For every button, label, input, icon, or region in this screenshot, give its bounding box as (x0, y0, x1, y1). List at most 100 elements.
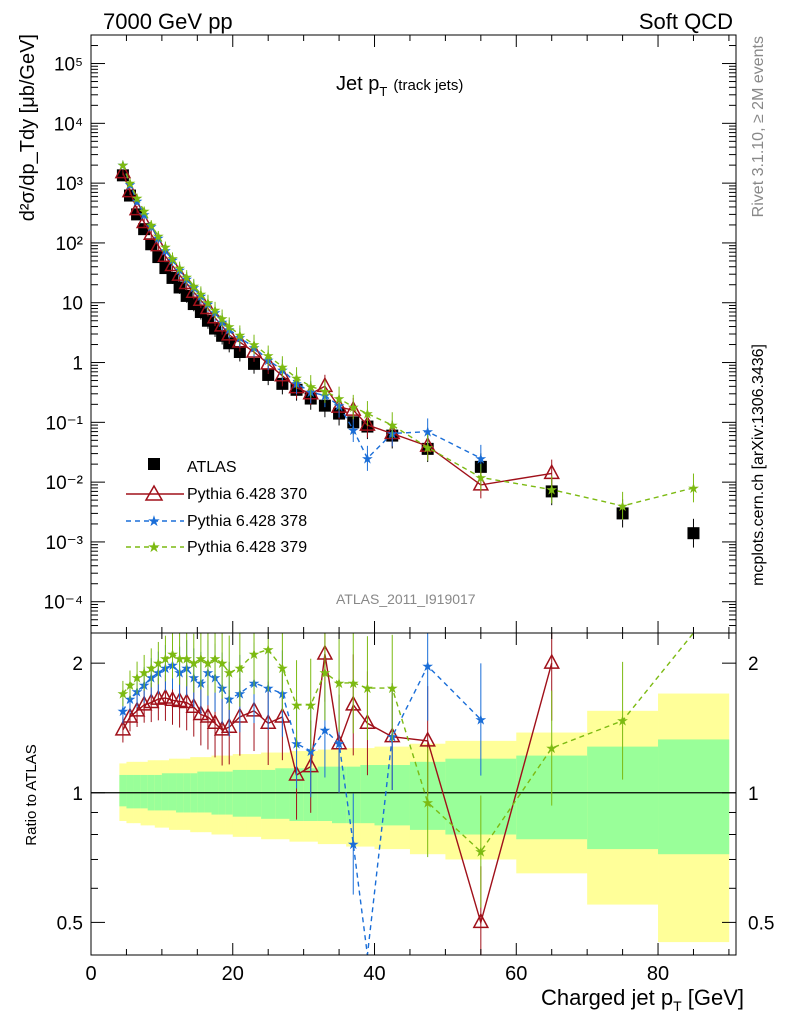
series-line (122, 172, 552, 486)
y-tick-label: 10 (62, 294, 83, 315)
data-point: ★ (234, 327, 247, 343)
uncertainty-band-inner (197, 771, 205, 813)
data-point: ★ (361, 406, 374, 422)
y-tick-label: 10⁻² (46, 473, 84, 494)
data-point: ★ (421, 794, 434, 810)
data-point: ★ (202, 295, 215, 311)
legend-370-label: Pythia 6.428 370 (187, 486, 307, 503)
data-point: ★ (421, 439, 434, 455)
process-label: Soft QCD (639, 9, 733, 34)
data-point (192, 704, 210, 721)
x-tick-label: 80 (647, 963, 669, 985)
data-point: ★ (195, 651, 208, 667)
data-point: ★ (124, 175, 137, 191)
data-point: ★ (138, 203, 151, 219)
y-tick-label: 10⁵ (54, 55, 83, 76)
data-point: ★ (131, 670, 144, 686)
data-point: ★ (361, 680, 374, 696)
data-point: ★ (152, 228, 165, 244)
data-point (233, 346, 246, 359)
main-plot-marks: ★★★★★★★★★★★★★★★★★★★★★★ ★★★★★ ★★★★★★★★★★★★★… (114, 157, 700, 548)
data-point: ★ (173, 260, 186, 276)
series-line (122, 164, 694, 507)
ratio-y-tick-label-right: 0.5 (748, 913, 774, 934)
data-point: ★ (333, 675, 346, 691)
data-point: ★ (187, 278, 200, 294)
uncertainty-band-inner (658, 739, 730, 855)
data-point (419, 731, 436, 747)
data-point: ★ (687, 480, 700, 496)
energy-label: 7000 GeV pp (103, 9, 233, 34)
data-point (145, 238, 158, 251)
uncertainty-band-inner (126, 774, 134, 809)
data-point (199, 707, 217, 723)
data-point (150, 236, 167, 252)
ratio-y-tick-label: 0.5 (57, 913, 83, 934)
data-point: ★ (347, 675, 360, 691)
data-point: ★ (347, 422, 360, 438)
data-point (262, 368, 275, 381)
uncertainty-band-inner (317, 766, 333, 821)
ratio-y-tick-label-right: 2 (748, 654, 759, 675)
data-point: ★ (475, 469, 488, 485)
data-point: ★ (124, 677, 137, 693)
data-point: ★ (216, 655, 229, 671)
data-point (248, 357, 261, 370)
uncertainty-band-inner (261, 769, 276, 819)
data-point (114, 163, 132, 179)
data-point: ★ (347, 836, 360, 852)
data-point: ★ (319, 665, 332, 681)
x-tick-label: 20 (222, 963, 244, 985)
data-point: ★ (290, 370, 303, 386)
data-point: ★ (276, 359, 289, 375)
ratio-plot-frame (90, 632, 737, 956)
y-tick-label: 10³ (56, 174, 83, 195)
uncertainty-band-inner (275, 768, 290, 819)
x-tick-label: 0 (85, 963, 96, 985)
ratio-plot-marks: ★★★★★★★★★★★★★★★★★★ ★ ★★ ★★★★★★★★★★★★★★★★★★★… (91, 632, 736, 956)
data-point: ★ (616, 713, 629, 729)
data-point: ★ (145, 660, 158, 676)
data-point: ★ (421, 424, 434, 440)
main-plot-axes: 10⁻⁴ 10⁻³ 10⁻² 10⁻¹ 1 10 10² 10³ 10⁴ 10⁵ (44, 34, 736, 634)
data-point: ★ (117, 703, 130, 719)
data-point: ★ (180, 651, 193, 667)
y-tick-label: 10⁻¹ (46, 413, 84, 434)
data-point: ★ (248, 646, 261, 662)
legend-379-label: Pythia 6.428 379 (187, 539, 307, 556)
data-point: ★ (475, 450, 488, 466)
data-point: ★ (545, 740, 558, 756)
data-point: ★ (152, 655, 165, 671)
data-point: ★ (248, 337, 261, 353)
x-tick-label: 60 (505, 963, 527, 985)
data-point (157, 688, 174, 704)
data-point (213, 720, 231, 736)
data-point: ★ (319, 722, 332, 738)
data-point: ★ (180, 269, 193, 285)
analysis-watermark: ATLAS_2011_I919017 (336, 591, 476, 607)
data-point (220, 325, 238, 341)
data-point: ★ (333, 736, 346, 752)
data-point (178, 692, 195, 709)
y-tick-label: 10² (56, 234, 83, 255)
y-tick-label: 1 (72, 354, 83, 375)
data-point: ★ (347, 399, 360, 415)
data-point: ★ (223, 319, 236, 335)
legend-atlas-label: ATLAS (187, 459, 237, 476)
data-point: ★ (545, 482, 558, 498)
ratio-panel: ★★★★★★★★★★★★★★★★★★ ★ ★★ ★★★★★★★★★★★★★★★★★★★… (23, 632, 774, 1014)
data-point: ★ (145, 217, 158, 233)
data-point: ★ (262, 642, 275, 658)
data-point: ★ (319, 383, 332, 399)
data-point: ★ (386, 417, 399, 433)
data-point: ★ (276, 660, 289, 676)
uncertainty-band-inner (133, 774, 141, 809)
plot-title-main: Jet p (336, 73, 379, 95)
data-point (185, 697, 203, 713)
data-point: ★ (159, 651, 172, 667)
x-tick-label: 40 (363, 963, 385, 985)
data-point (543, 653, 560, 669)
data-point (135, 695, 153, 711)
ratio-y-tick-label-right: 1 (748, 784, 759, 805)
data-point: ★ (195, 286, 208, 302)
